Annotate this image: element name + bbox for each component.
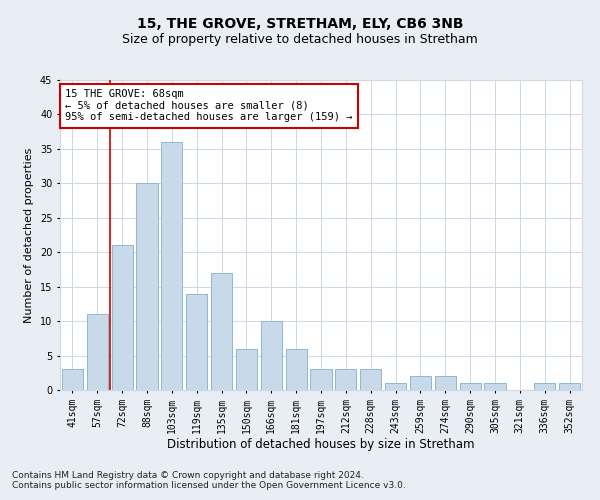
- Text: Contains public sector information licensed under the Open Government Licence v3: Contains public sector information licen…: [12, 480, 406, 490]
- Bar: [360, 370, 381, 390]
- Bar: [261, 321, 282, 390]
- Bar: [136, 184, 158, 390]
- Bar: [286, 348, 307, 390]
- Bar: [62, 370, 83, 390]
- Bar: [410, 376, 431, 390]
- Bar: [460, 383, 481, 390]
- Text: Size of property relative to detached houses in Stretham: Size of property relative to detached ho…: [122, 32, 478, 46]
- Text: 15 THE GROVE: 68sqm
← 5% of detached houses are smaller (8)
95% of semi-detached: 15 THE GROVE: 68sqm ← 5% of detached hou…: [65, 90, 353, 122]
- Text: Contains HM Land Registry data © Crown copyright and database right 2024.: Contains HM Land Registry data © Crown c…: [12, 470, 364, 480]
- Bar: [186, 294, 207, 390]
- Bar: [161, 142, 182, 390]
- Bar: [534, 383, 555, 390]
- Bar: [236, 348, 257, 390]
- Bar: [310, 370, 332, 390]
- Bar: [335, 370, 356, 390]
- Bar: [211, 273, 232, 390]
- Bar: [435, 376, 456, 390]
- Bar: [112, 246, 133, 390]
- Bar: [484, 383, 506, 390]
- Text: 15, THE GROVE, STRETHAM, ELY, CB6 3NB: 15, THE GROVE, STRETHAM, ELY, CB6 3NB: [137, 18, 463, 32]
- Y-axis label: Number of detached properties: Number of detached properties: [25, 148, 34, 322]
- X-axis label: Distribution of detached houses by size in Stretham: Distribution of detached houses by size …: [167, 438, 475, 452]
- Bar: [87, 314, 108, 390]
- Bar: [559, 383, 580, 390]
- Bar: [385, 383, 406, 390]
